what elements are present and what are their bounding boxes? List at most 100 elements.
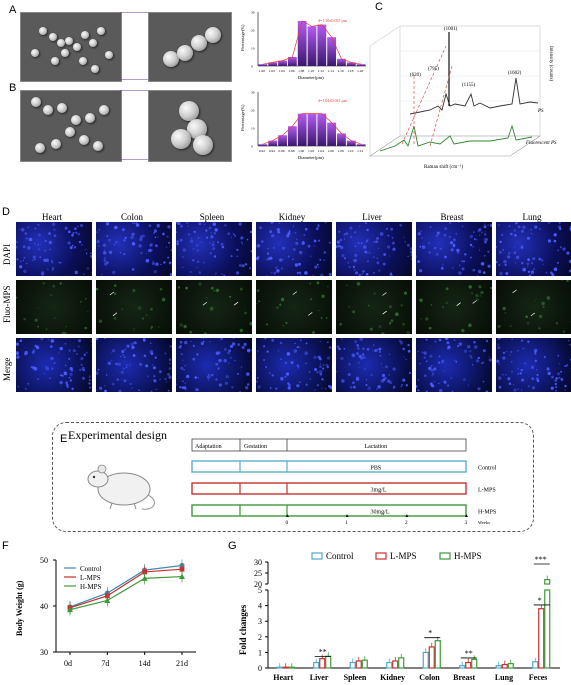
f-ylabel: Body Weight (g) — [15, 580, 24, 636]
g-bar-control — [422, 651, 429, 669]
hist-ylabel: Percentage(%) — [240, 24, 245, 51]
f-line-h-mps — [69, 575, 183, 611]
peak-795: (795) — [428, 67, 439, 72]
hist-bar — [278, 60, 287, 66]
hist-y-tick: 30 — [251, 91, 255, 95]
f-x-tick-14d: 14d — [139, 659, 151, 668]
phase-adaptation: Adaptation — [195, 444, 222, 450]
f-x-tick-21d: 21d — [176, 659, 188, 668]
hist-bar — [307, 113, 317, 146]
f-point — [104, 597, 111, 603]
hist-bar — [287, 57, 297, 66]
micrograph-fluo-mps-liver — [336, 280, 412, 334]
g-y-tick: 5 — [258, 586, 262, 595]
column-kidney: Kidney — [278, 212, 306, 222]
hist-y-tick: 10 — [251, 127, 255, 131]
group-dose-control: PBS — [371, 466, 382, 472]
hist-tick: 1.16 — [337, 69, 343, 73]
hist-annotation: d=1.10±0.037 μm — [318, 18, 348, 23]
week-marker: ▲ — [464, 514, 469, 519]
series-fluo-ps: Fluorescent PS — [525, 141, 557, 146]
g-bar-control — [495, 665, 502, 669]
week-marker: ▲ — [404, 514, 409, 519]
phase-lactation: Lactation — [365, 444, 388, 450]
micrograph-merge-kidney — [256, 338, 332, 392]
panel-c-label: C — [375, 1, 383, 13]
hist-y-tick: 20 — [251, 29, 255, 33]
row-fluo-mps: Fluo-MPS — [2, 285, 12, 323]
hist-bar — [356, 144, 366, 146]
hist-tick: 1.18 — [347, 69, 353, 73]
raman-spectrum: (1001) (795) (620) (1155) (1602) PS Fluo… — [369, 25, 557, 170]
hist-tick: 1.02 — [308, 149, 314, 153]
g-bar-control — [349, 661, 356, 669]
g-bar-l-mps — [465, 661, 472, 669]
week-3: 3 — [465, 520, 468, 526]
group-bar-l-mps — [191, 482, 467, 495]
week-1: 1 — [345, 520, 348, 526]
g-x-tick-heart: Heart — [273, 673, 293, 682]
g-y-tick: 25 — [254, 569, 262, 578]
micrograph-fluo-mps-colon — [96, 280, 172, 334]
design-title: Experimental design — [68, 428, 167, 442]
f-point — [179, 573, 185, 580]
raman-ylabel: Intensity (counts) — [548, 46, 553, 81]
hist-xlabel: Diameter(μm) — [298, 75, 324, 80]
g-legend-h-mps: H-MPS — [454, 551, 482, 561]
week-marker: ▲ — [285, 514, 290, 519]
g-sig-mark: * — [428, 629, 432, 638]
column-spleen: Spleen — [199, 212, 225, 222]
hist-bar — [268, 140, 278, 146]
column-breast: Breast — [440, 212, 464, 222]
g-x-tick-breast: Breast — [453, 673, 475, 682]
f-x-tick-7d: 7d — [101, 659, 109, 668]
g-y-tick: 0 — [258, 664, 262, 673]
hist-tick: 1.08 — [298, 69, 304, 73]
hist-bar — [346, 62, 356, 66]
hist-bar — [346, 140, 356, 146]
g-x-tick-colon: Colon — [419, 673, 440, 682]
f-point — [179, 566, 185, 572]
hist-tick: 1.20 — [357, 69, 363, 73]
hist-bar — [258, 144, 268, 146]
g-bar-h-mps — [325, 655, 332, 669]
week-2: 2 — [405, 520, 408, 526]
micrograph-fluo-mps-kidney — [256, 280, 332, 334]
group-dose-h-mps: 30mg/L — [371, 510, 390, 516]
experimental-design-box — [52, 422, 534, 532]
g-y-tick: 4 — [258, 602, 262, 611]
hist-bar — [337, 58, 346, 66]
peak-1155: (1155) — [462, 83, 475, 88]
g-legend-swatch — [375, 552, 387, 560]
hist-tick: 0.94 — [269, 149, 275, 153]
group-name-h-mps: H-MPS — [478, 510, 496, 516]
micrograph-dapi-lung — [496, 222, 571, 276]
hist-bar — [268, 62, 278, 66]
micrograph-merge-colon — [96, 338, 172, 392]
g-bar-l-mps — [501, 663, 508, 669]
hist-tick: 1.06 — [288, 69, 294, 73]
micrograph-dapi-colon — [96, 222, 172, 276]
g-bar-control — [532, 661, 539, 669]
g-sig-mark: * — [538, 596, 542, 605]
fold-change-chart: 0 1 2 3 4 520 25 30 Fold changes Heart Liver Spleen… — [238, 551, 560, 682]
g-bar-l-mps — [319, 658, 326, 669]
column-lung: Lung — [522, 212, 542, 222]
g-bar-l-mps — [355, 660, 362, 669]
g-y-tick: 30 — [254, 558, 262, 567]
hist-tick: 1.10 — [308, 69, 314, 73]
hist-tick: 1.00 — [298, 149, 304, 153]
peak-1602: (1602) — [508, 71, 522, 76]
micrograph-dapi-heart — [16, 222, 92, 276]
hist-tick: 1.00 — [259, 69, 265, 73]
g-bar-h-mps — [544, 589, 551, 669]
hist-xlabel: Diameter(μm) — [298, 155, 324, 160]
g-x-tick-feces: Feces — [529, 673, 548, 682]
group-bar-h-mps — [191, 504, 467, 517]
sem-zoom-b — [148, 90, 232, 162]
micrograph-dapi-liver — [336, 222, 412, 276]
f-legend-h-mps: H-MPS — [80, 583, 102, 591]
column-liver: Liver — [362, 212, 382, 222]
hist-bar — [287, 126, 297, 146]
sem-image-a — [20, 12, 122, 82]
